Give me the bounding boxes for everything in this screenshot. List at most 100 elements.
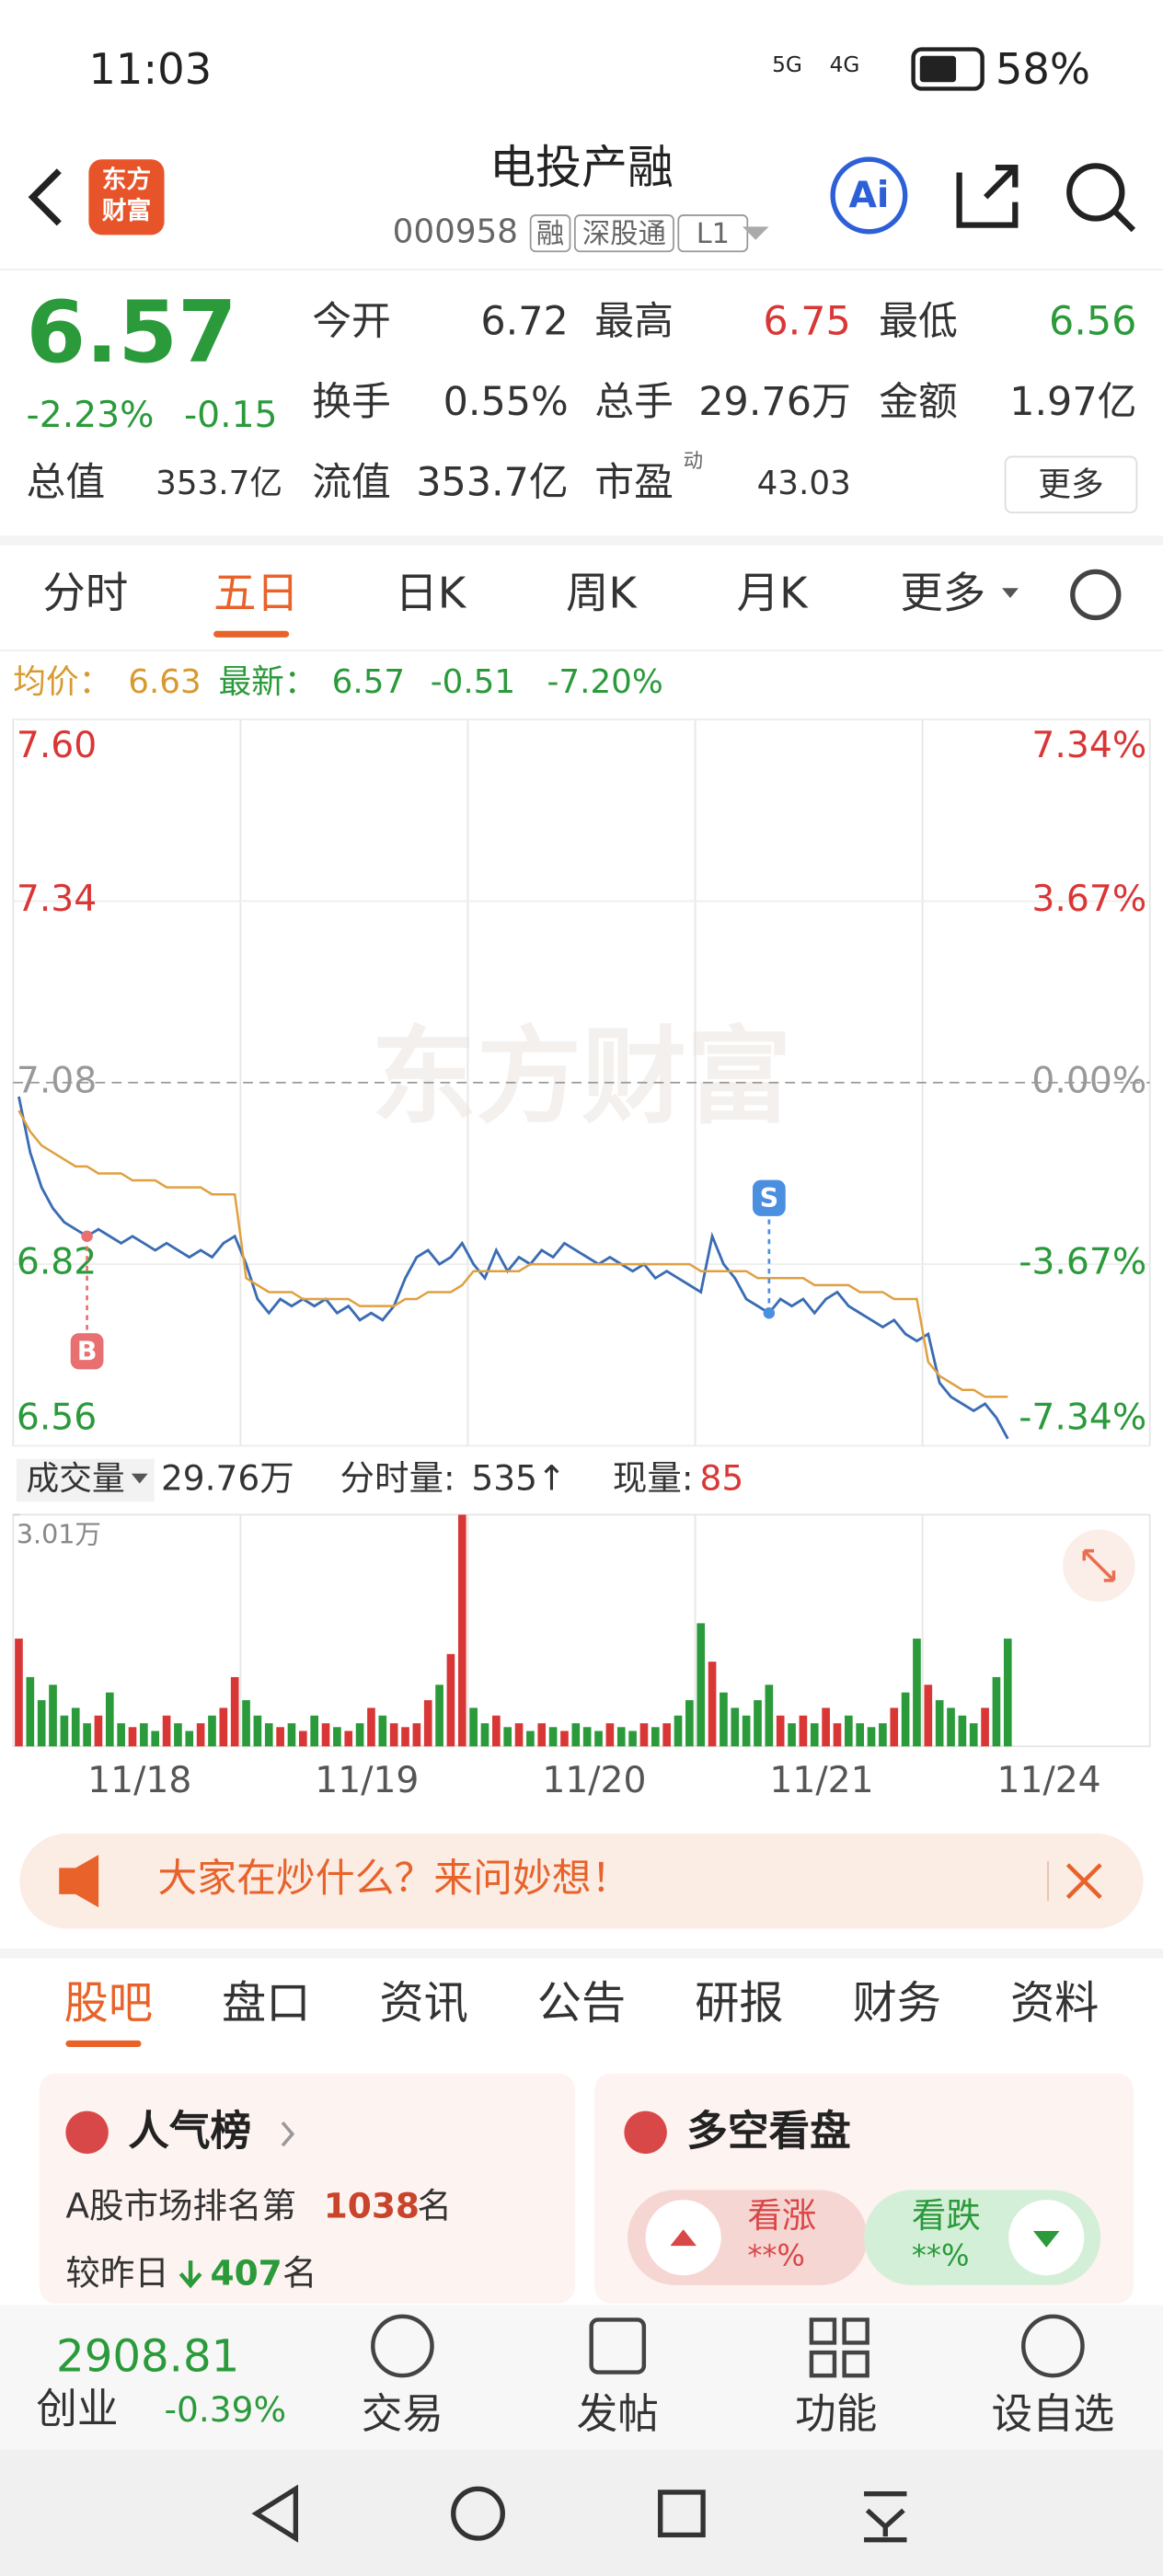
volume-bar [958, 1715, 967, 1747]
volume-bar [367, 1708, 375, 1747]
share-button[interactable] [956, 165, 1019, 228]
volume-bar [469, 1708, 478, 1747]
nav-home[interactable] [451, 2486, 505, 2541]
sub-tab-indicator [65, 2040, 142, 2047]
more-button[interactable] [1004, 455, 1138, 514]
volume-bar [662, 1723, 671, 1747]
index-change: -0.39% [165, 2389, 287, 2430]
tab[interactable]: 月K [737, 569, 809, 618]
volume-bar [105, 1692, 114, 1747]
volume-bar [333, 1727, 341, 1747]
marker-dot [81, 1230, 93, 1242]
date-label: 11/21 [769, 1760, 873, 1801]
sub-tab[interactable]: 研报 [695, 1977, 783, 2029]
nav-back[interactable] [251, 2484, 299, 2543]
settings-button[interactable] [1070, 569, 1122, 621]
sub-tab[interactable]: 公告 [537, 1977, 626, 2029]
tab[interactable]: 分时 [42, 569, 128, 618]
banner-close[interactable] [1065, 1863, 1102, 1900]
volume-bar [492, 1715, 501, 1747]
volume-bar [94, 1715, 103, 1747]
volume-bar [594, 1731, 603, 1747]
volume-bar [37, 1700, 46, 1747]
popular-card[interactable] [39, 2073, 575, 2304]
volume-bar [208, 1715, 216, 1747]
rank-suffix: 名 [417, 2185, 451, 2225]
volume-bar [822, 1708, 830, 1747]
ai-label[interactable]: Ai [849, 175, 890, 216]
nav-menu[interactable] [864, 2491, 907, 2543]
y2-tick-label: 7.34% [1031, 725, 1146, 766]
volume-bar [605, 1723, 615, 1747]
sub-tab[interactable]: 资料 [1010, 1977, 1099, 2029]
watchlist-icon[interactable] [1021, 2314, 1085, 2378]
y2-tick-label: 3.67% [1031, 879, 1146, 920]
sub-tab[interactable]: 股吧 [64, 1977, 153, 2029]
volume-bar [401, 1727, 409, 1747]
price: 6.57 [27, 282, 237, 382]
volume-label[interactable]: 成交量 [27, 1460, 125, 1498]
tools-icon[interactable] [809, 2317, 869, 2378]
volume-bar [378, 1715, 387, 1747]
nav-label[interactable]: 发帖 [577, 2390, 659, 2438]
volume-bar [833, 1723, 842, 1747]
network: 4G [830, 52, 860, 77]
app-logo [88, 159, 165, 236]
battery-level [919, 55, 957, 83]
date-label: 11/20 [542, 1760, 646, 1801]
more-label[interactable]: 更多 [1038, 466, 1103, 504]
post-icon[interactable] [589, 2317, 647, 2375]
field-label: 流值 [312, 459, 391, 505]
ai-button[interactable] [830, 156, 908, 235]
tab[interactable]: 周K [566, 569, 638, 618]
stock-name: 电投产融 [489, 141, 674, 194]
y-tick-label: 7.34 [17, 879, 97, 920]
field-value: 43.03 [757, 465, 851, 502]
rank-prefix: A股市场排名第 [65, 2185, 296, 2225]
volume-selector[interactable] [16, 1458, 155, 1502]
nav-label[interactable]: 设自选 [991, 2390, 1114, 2438]
volume-bar [321, 1723, 330, 1747]
volume-bar [651, 1727, 660, 1747]
dropdown[interactable] [742, 226, 769, 240]
back-button[interactable] [28, 168, 62, 226]
field-label: 最低 [879, 298, 958, 344]
logo-text: 东方 [102, 165, 152, 194]
volume-bar [731, 1708, 740, 1747]
volume-bar [117, 1723, 125, 1747]
date-label: 11/24 [997, 1760, 1101, 1801]
tab[interactable]: 更多 [900, 569, 985, 618]
sub-tab[interactable]: 资讯 [379, 1977, 467, 2029]
marker-badge [752, 1179, 786, 1216]
volume-bar [720, 1692, 728, 1747]
sub-tab[interactable]: 财务 [853, 1977, 941, 2029]
tab[interactable]: 日K [395, 569, 466, 618]
volume-bar [219, 1708, 228, 1747]
last-label: 最新： [218, 663, 317, 701]
volume-bar [548, 1727, 558, 1747]
search-button[interactable] [1066, 163, 1125, 222]
y-tick-label: 6.82 [17, 1242, 97, 1283]
tab[interactable]: 五日 [213, 569, 299, 618]
tag: L1 [697, 218, 730, 250]
volume-bar [560, 1731, 569, 1747]
banner-text[interactable]: 大家在炒什么？来问妙想！ [157, 1856, 630, 1902]
tag-box [573, 214, 674, 253]
down-label: 看跌 [912, 2195, 981, 2236]
down-arrow [178, 2260, 202, 2289]
last-change: -0.51 [431, 663, 515, 701]
last-change-pct: -7.20% [547, 663, 663, 701]
volume-bar [947, 1708, 955, 1747]
change-prefix: 较昨日 [65, 2253, 168, 2294]
banner[interactable] [19, 1833, 1144, 1929]
sub-tab[interactable]: 盘口 [222, 1977, 310, 2029]
nav-label[interactable]: 功能 [795, 2390, 877, 2438]
field-value: 353.7亿 [416, 459, 568, 505]
field-label: 市盈 [594, 459, 674, 505]
nav-label[interactable]: 交易 [362, 2390, 443, 2438]
index-value[interactable]: 2908.81 [56, 2330, 239, 2382]
nav-recent[interactable] [658, 2490, 706, 2538]
trade-icon[interactable] [371, 2314, 434, 2378]
up-label: 看涨 [747, 2195, 816, 2236]
